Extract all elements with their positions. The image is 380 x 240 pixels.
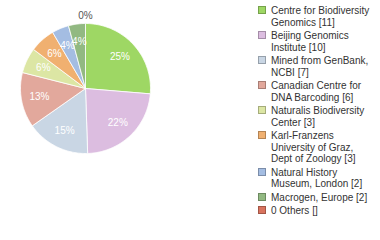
svg-text:4%: 4% (72, 36, 87, 47)
svg-text:4%: 4% (60, 39, 75, 51)
html-text:Centre for Biodiversity Genomi: Centre for Biodiversity Genomics [11] (271, 5, 370, 28)
html-text:Canadian Centre for DNA Barcod: Canadian Centre for DNA Barcoding [6] (271, 80, 362, 103)
svg-text:15%: 15% (55, 125, 75, 136)
html-text:Macrogen, Europe [2]: Macrogen, Europe [2] (271, 191, 368, 203)
svg-text:0%: 0% (78, 10, 93, 21)
html-text:Naturalis Biodiversity Center: Naturalis Biodiversity Center [3] (271, 105, 365, 128)
svg-text:25%: 25% (110, 51, 130, 62)
svg-text:6%: 6% (36, 62, 51, 73)
html-text:Karl-Franzens University of Gr: Karl-Franzens University of Graz, Dept o… (271, 130, 356, 164)
html-text:0 Others []: 0 Others [] (271, 205, 318, 216)
svg-text:6%: 6% (47, 47, 62, 59)
html-text:Mined from GenBank, NCBI [7]: Mined from GenBank, NCBI [7] (271, 55, 369, 78)
html-text:Beijing Genomics Institute [10: Beijing Genomics Institute [10] (271, 30, 349, 53)
html-text:Natural History Museum, London: Natural History Museum, London [2] (271, 166, 363, 189)
svg-text:13%: 13% (29, 91, 49, 102)
svg-text:22%: 22% (108, 117, 128, 128)
